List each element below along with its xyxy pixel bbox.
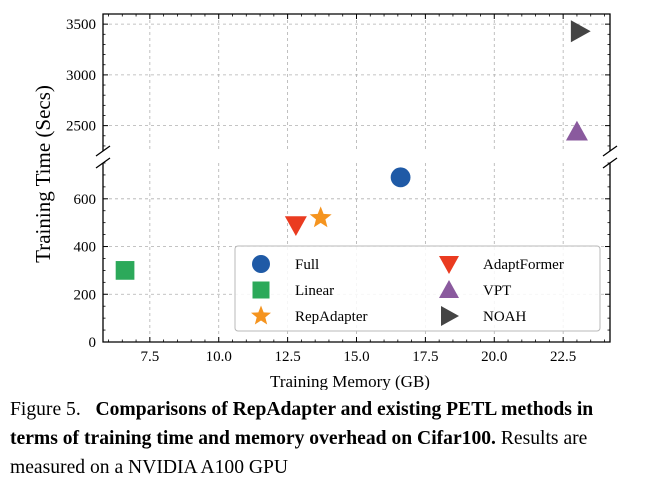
x-tick-label: 7.5 [140,349,159,365]
y-axis-label: Training Time (Secs) [31,85,55,263]
legend-label-full: Full [295,257,319,273]
y-tick-label: 400 [74,240,97,256]
legend-label-linear: Linear [295,283,334,299]
y-tick-label: 3500 [66,17,96,33]
point-adaptformer [284,216,307,237]
y-tick-label: 0 [89,335,97,351]
axis-break-mark [602,145,618,157]
x-tick-label: 12.5 [274,349,300,365]
legend-marker-adaptformer [439,256,459,274]
ticks-layer: 7.5 10.0 12.5 15.0 17.5 20.0 22.5 0 200 400 600 250… [66,13,610,365]
y-tick-label: 600 [74,192,97,208]
data-points [115,20,591,280]
scatter-chart: 7.5 10.0 12.5 15.0 17.5 20.0 22.5 0 200 400 600 250… [31,13,618,390]
y-tick-label: 200 [74,287,97,303]
caption-normal-text: Results are measured on a NVIDIA A100 GP… [10,428,588,478]
legend-marker-vpt [439,280,459,298]
point-linear [115,261,135,280]
point-repadapter [309,206,332,228]
legend-label-vpt: VPT [483,283,511,299]
figure-caption: Figure 5. Comparisons of RepAdapter and … [10,395,642,482]
x-tick-label: 17.5 [412,349,438,365]
x-tick-label: 10.0 [206,349,232,365]
caption-bold-text: Comparisons of RepAdapter and existing P… [10,399,594,449]
x-tick-label: 22.5 [550,349,576,365]
figure-label: Figure 5. [10,399,81,420]
point-full [390,167,411,188]
legend-label-repadapter: RepAdapter [295,309,367,325]
axis-break-mark [95,145,111,157]
point-noah [570,20,591,43]
y-tick-label: 3000 [66,68,96,84]
legend: Full Linear RepAdapter AdaptFormer VPT NOAH [234,245,601,332]
legend-marker-linear [252,281,270,299]
x-axis-label: Training Memory (GB) [270,372,430,390]
x-tick-label: 15.0 [343,349,369,365]
legend-marker-full [252,255,270,273]
legend-marker-repadapter [251,305,271,325]
legend-marker-noah [441,306,459,326]
x-tick-label: 20.0 [481,349,507,365]
legend-label-noah: NOAH [483,309,526,325]
legend-box [234,245,601,332]
legend-label-adaptformer: AdaptFormer [483,257,564,273]
y-tick-label: 2500 [66,119,96,135]
point-vpt [565,120,588,141]
